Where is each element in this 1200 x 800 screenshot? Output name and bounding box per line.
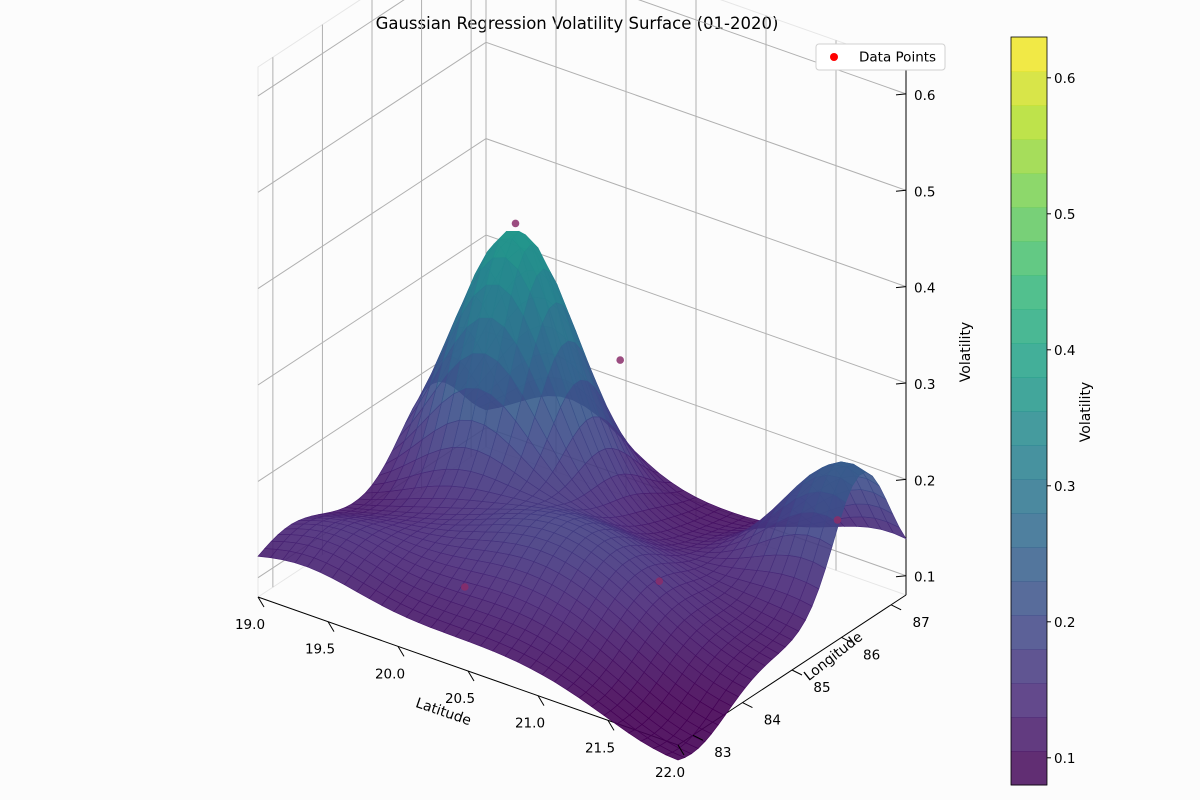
z-tick-mark — [895, 286, 907, 289]
colorbar-segment — [1011, 581, 1047, 616]
x-tick-label: 19.0 — [235, 617, 265, 633]
y-tick-mark — [791, 669, 803, 676]
x-tick-label: 20.5 — [445, 691, 475, 707]
data-point — [511, 219, 520, 228]
colorbar-segment — [1011, 547, 1047, 582]
legend-label: Data Points — [859, 50, 936, 66]
x-tick-mark — [537, 695, 545, 706]
z-tick-label: 0.3 — [914, 377, 935, 393]
z-tick-label: 0.6 — [914, 88, 935, 104]
surface-plot — [257, 230, 907, 761]
colorbar-tick-label: 0.4 — [1054, 343, 1075, 359]
z-tick-label: 0.1 — [914, 570, 935, 586]
colorbar-tick-label: 0.2 — [1054, 615, 1075, 631]
x-tick-mark — [327, 621, 335, 632]
colorbar-segment — [1011, 275, 1047, 310]
legend-box — [815, 43, 946, 71]
colorbar-segment — [1011, 105, 1047, 140]
x-tick-label: 21.5 — [585, 740, 615, 756]
x-tick-mark — [397, 646, 405, 657]
z-tick-label: 0.5 — [914, 184, 935, 200]
colorbar-tick-label: 0.1 — [1054, 751, 1075, 767]
colorbar-segment — [1011, 241, 1047, 276]
data-point — [655, 577, 664, 585]
colorbar-segment — [1011, 683, 1047, 718]
z-axis-label: Volatility — [958, 322, 974, 382]
x-tick-label: 20.0 — [375, 666, 405, 682]
colorbar-tick-label: 0.3 — [1054, 479, 1075, 495]
colorbar-segment — [1011, 751, 1047, 786]
colorbar: 0.1 0.2 0.3 0.4 0.5 0.6 Volatility — [1010, 36, 1094, 786]
colorbar-segment — [1011, 173, 1047, 208]
colorbar-segment — [1011, 445, 1047, 480]
colorbar-label: Volatility — [1078, 382, 1094, 442]
axis-ticks: 19.0 19.5 20.0 20.5 21.0 21.5 22.0 83 84 85 86 87 0.… — [235, 88, 936, 781]
x-tick-label: 19.5 — [305, 642, 335, 658]
x-tick-mark — [257, 596, 265, 608]
colorbar-segment — [1011, 343, 1047, 378]
x-tick-mark — [607, 720, 615, 731]
colorbar-segment — [1011, 139, 1047, 174]
colorbar-segment — [1011, 207, 1047, 242]
colorbar-segment — [1011, 649, 1047, 684]
y-tick-label: 87 — [913, 615, 930, 631]
surface-facet — [664, 751, 686, 761]
colorbar-segment — [1011, 377, 1047, 412]
z-gridline — [257, 138, 907, 290]
colorbar-segment — [1011, 309, 1047, 344]
z-tick-label: 0.4 — [914, 281, 935, 297]
y-tick-label: 84 — [764, 713, 781, 729]
colorbar-segment — [1011, 513, 1047, 548]
colorbar-tick-label: 0.6 — [1054, 71, 1075, 87]
x-tick-label: 22.0 — [655, 765, 685, 781]
z-gridline — [257, 41, 907, 193]
legend: Data Points — [815, 43, 946, 71]
x-tick-mark — [467, 670, 475, 682]
colorbar-segment — [1011, 37, 1047, 72]
data-point — [461, 583, 469, 591]
colorbar-segment — [1011, 71, 1047, 106]
y-tick-mark — [692, 734, 704, 741]
z-tick-mark — [895, 189, 907, 192]
colorbar-segment — [1011, 615, 1047, 650]
z-tick-mark — [895, 575, 907, 578]
y-tick-label: 83 — [714, 745, 731, 761]
x-tick-mark — [677, 744, 685, 756]
colorbar-frame — [1010, 36, 1048, 786]
legend-marker — [830, 53, 838, 61]
data-point — [616, 356, 624, 364]
y-tick-label: 86 — [863, 647, 880, 663]
colorbar-segment — [1011, 717, 1047, 752]
y-tick-mark — [841, 636, 852, 643]
z-tick-label: 0.2 — [914, 473, 935, 489]
data-point — [833, 516, 842, 524]
x-tick-label: 21.0 — [515, 716, 545, 732]
colorbar-segment — [1011, 479, 1047, 514]
chart-title: Gaussian Regression Volatility Surface (… — [376, 14, 779, 33]
y-axis-label: Longitude — [801, 629, 866, 684]
y-tick-mark — [890, 604, 902, 611]
y-tick-label: 85 — [813, 680, 830, 696]
data-points — [461, 219, 842, 591]
colorbar-segment — [1011, 411, 1047, 446]
z-tick-mark — [895, 93, 907, 96]
y-tick-mark — [742, 702, 753, 709]
colorbar-tick-label: 0.5 — [1054, 207, 1075, 223]
z-tick-mark — [895, 382, 907, 385]
z-tick-mark — [895, 478, 907, 481]
